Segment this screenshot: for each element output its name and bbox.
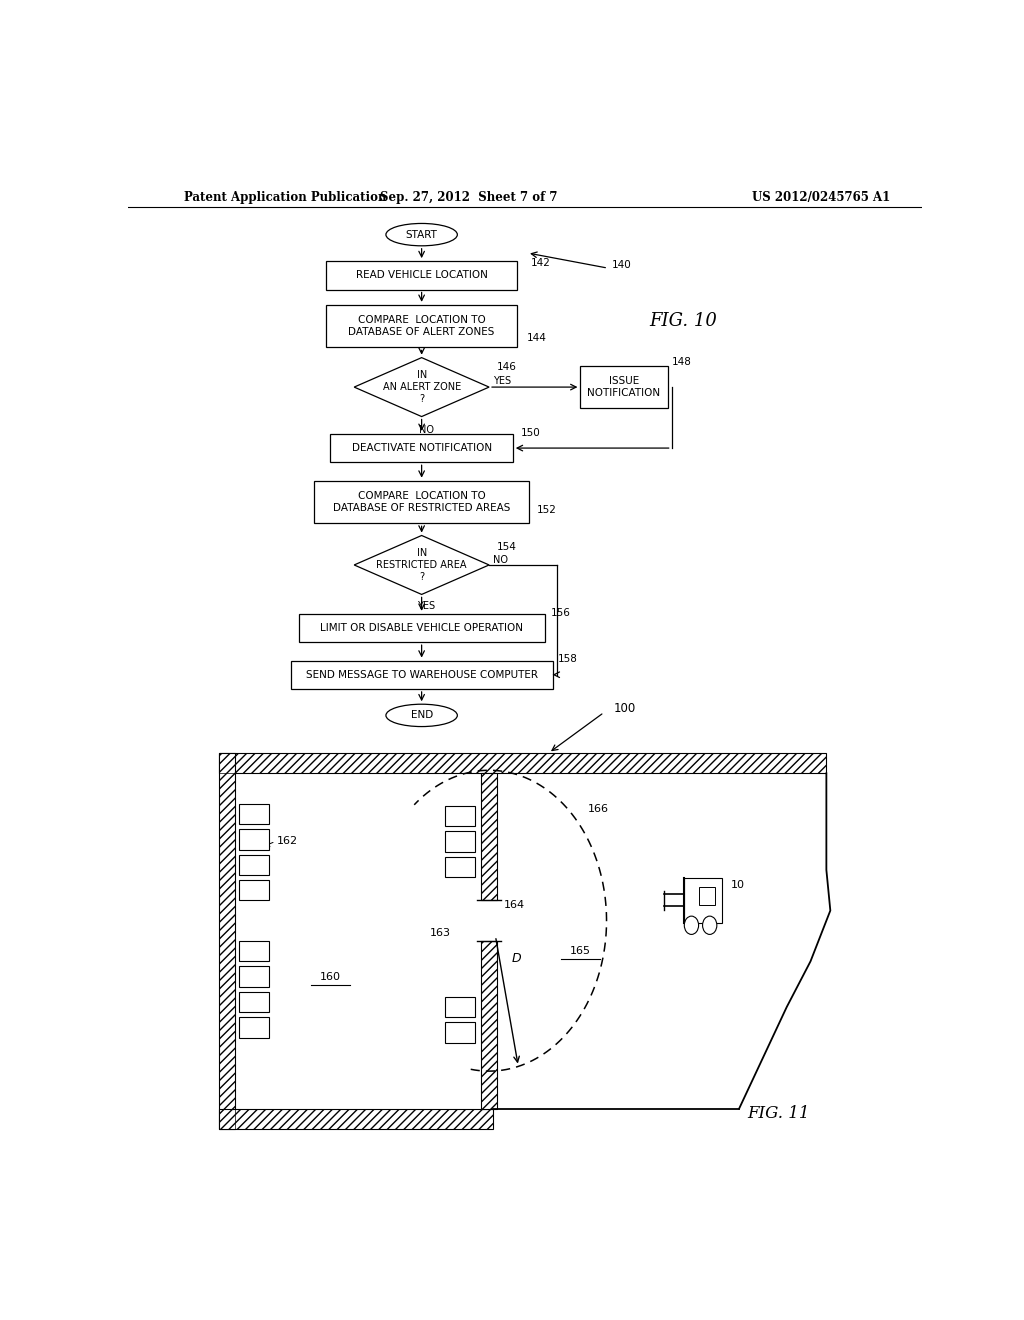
Bar <box>240 966 269 987</box>
Text: 156: 156 <box>551 607 570 618</box>
Text: 162: 162 <box>278 837 298 846</box>
Bar <box>240 880 269 900</box>
Text: NO: NO <box>419 425 434 434</box>
Text: D: D <box>511 952 521 965</box>
Bar <box>314 480 528 523</box>
Text: 100: 100 <box>613 702 636 714</box>
Bar <box>481 941 497 1109</box>
Text: Sep. 27, 2012  Sheet 7 of 7: Sep. 27, 2012 Sheet 7 of 7 <box>381 190 558 203</box>
Bar <box>219 752 826 774</box>
Text: 164: 164 <box>504 900 524 911</box>
Text: COMPARE  LOCATION TO
DATABASE OF ALERT ZONES: COMPARE LOCATION TO DATABASE OF ALERT ZO… <box>348 315 495 337</box>
Polygon shape <box>354 536 489 594</box>
Text: 160: 160 <box>319 972 341 982</box>
Circle shape <box>684 916 698 935</box>
Text: ISSUE
NOTIFICATION: ISSUE NOTIFICATION <box>588 376 660 397</box>
Bar <box>444 805 475 826</box>
Ellipse shape <box>386 704 458 726</box>
Text: 154: 154 <box>497 541 517 552</box>
Text: READ VEHICLE LOCATION: READ VEHICLE LOCATION <box>355 271 487 280</box>
Text: FIG. 10: FIG. 10 <box>649 312 718 330</box>
Text: YES: YES <box>494 376 511 385</box>
Text: NO: NO <box>494 554 508 565</box>
Bar <box>299 614 545 643</box>
Bar <box>240 804 269 824</box>
Bar <box>291 660 553 689</box>
Bar <box>240 854 269 875</box>
Bar <box>581 366 668 408</box>
Text: 163: 163 <box>430 928 451 939</box>
Bar <box>444 857 475 876</box>
Bar <box>331 434 513 462</box>
Text: YES: YES <box>418 601 435 611</box>
Text: US 2012/0245765 A1: US 2012/0245765 A1 <box>752 190 890 203</box>
Bar <box>219 1109 494 1129</box>
Text: FIG. 11: FIG. 11 <box>748 1105 810 1122</box>
Polygon shape <box>354 358 489 417</box>
Text: 152: 152 <box>537 506 557 515</box>
Text: END: END <box>411 710 433 721</box>
Text: 142: 142 <box>531 259 551 268</box>
Text: 10: 10 <box>731 880 745 890</box>
Text: 150: 150 <box>521 428 541 438</box>
Text: 165: 165 <box>569 946 591 956</box>
Text: Patent Application Publication: Patent Application Publication <box>183 190 386 203</box>
Bar <box>699 887 715 906</box>
Bar <box>684 878 722 923</box>
Text: 148: 148 <box>672 356 691 367</box>
Bar <box>444 832 475 851</box>
Text: IN
RESTRICTED AREA
?: IN RESTRICTED AREA ? <box>377 548 467 582</box>
Text: START: START <box>406 230 437 240</box>
Bar <box>240 991 269 1012</box>
Text: 144: 144 <box>526 334 546 343</box>
Text: SEND MESSAGE TO WAREHOUSE COMPUTER: SEND MESSAGE TO WAREHOUSE COMPUTER <box>305 669 538 680</box>
Text: DEACTIVATE NOTIFICATION: DEACTIVATE NOTIFICATION <box>351 444 492 453</box>
Text: COMPARE  LOCATION TO
DATABASE OF RESTRICTED AREAS: COMPARE LOCATION TO DATABASE OF RESTRICT… <box>333 491 510 512</box>
Bar <box>219 752 236 1129</box>
Text: 158: 158 <box>557 655 578 664</box>
Bar <box>240 941 269 961</box>
Text: 146: 146 <box>497 362 517 372</box>
Bar <box>240 829 269 850</box>
Bar <box>240 1018 269 1038</box>
Text: LIMIT OR DISABLE VEHICLE OPERATION: LIMIT OR DISABLE VEHICLE OPERATION <box>321 623 523 634</box>
Bar <box>327 261 517 289</box>
Circle shape <box>702 916 717 935</box>
Bar <box>444 1022 475 1043</box>
Text: 166: 166 <box>588 804 609 814</box>
Bar <box>444 997 475 1018</box>
Bar <box>327 305 517 347</box>
Text: IN
AN ALERT ZONE
?: IN AN ALERT ZONE ? <box>383 371 461 404</box>
Ellipse shape <box>386 223 458 246</box>
Text: 140: 140 <box>612 260 632 271</box>
Bar <box>481 774 497 900</box>
